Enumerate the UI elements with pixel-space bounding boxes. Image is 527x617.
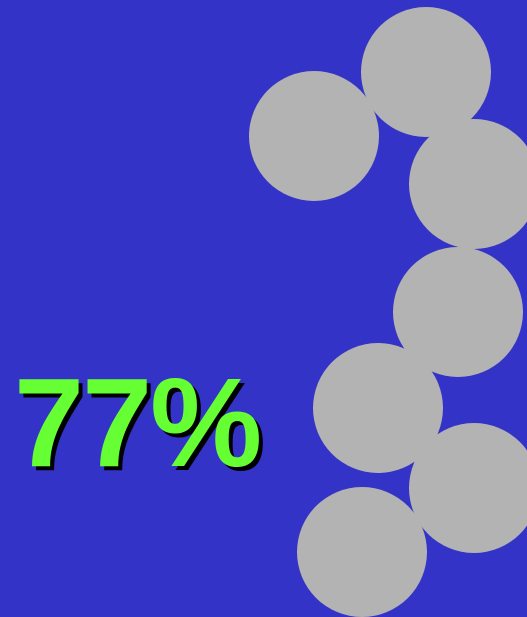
- decorative-circle: [297, 487, 427, 617]
- decorative-circle: [409, 423, 527, 553]
- percentage-stat: 77%: [14, 352, 262, 493]
- decorative-circle: [249, 71, 379, 201]
- decorative-circle: [361, 7, 491, 137]
- decorative-circle: [409, 119, 527, 249]
